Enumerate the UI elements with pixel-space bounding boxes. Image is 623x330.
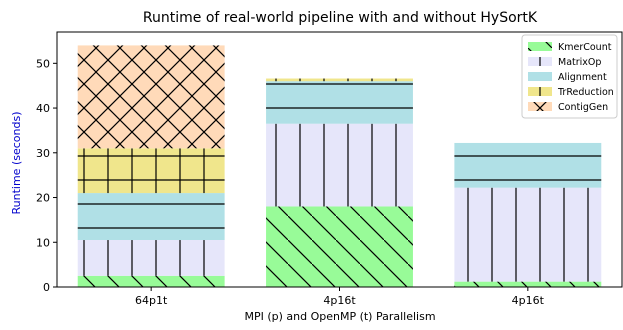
bar-segment-matrixop-3 bbox=[454, 187, 602, 282]
bar-segment-kmercount-3 bbox=[454, 281, 602, 287]
legend-swatch-trreduction bbox=[528, 87, 552, 96]
bar-segment-matrixop-2 bbox=[266, 123, 413, 207]
legend-swatch-matrixop bbox=[528, 57, 552, 66]
legend-swatch-alignment bbox=[528, 72, 552, 81]
legend-swatch-contiggen bbox=[528, 102, 552, 111]
legend-label-kmercount: KmerCount bbox=[558, 42, 612, 53]
bar-segment-kmercount-1 bbox=[77, 275, 225, 287]
legend-label-matrixop: MatrixOp bbox=[558, 57, 601, 68]
bar-segment-alignment-3 bbox=[454, 142, 602, 188]
bar-segment-kmercount-2 bbox=[266, 206, 413, 287]
bar-segment-alignment-2 bbox=[266, 81, 413, 124]
chart-title: Runtime of real-world pipeline with and … bbox=[143, 10, 538, 26]
legend-swatch-kmercount bbox=[528, 42, 552, 51]
bar-segment-matrixop-1 bbox=[77, 240, 225, 276]
x-axis-label: MPI (p) and OpenMP (t) Parallelism bbox=[244, 310, 435, 323]
y-tick-label: 40 bbox=[36, 102, 50, 115]
x-tick-label: 64p1t bbox=[135, 294, 168, 307]
y-tick-label: 50 bbox=[36, 57, 50, 70]
legend: KmerCount MatrixOp Alignment TrReduction Con… bbox=[521, 34, 618, 119]
bar-segment-trreduction-2 bbox=[266, 78, 413, 82]
x-tick-label: 4p16t bbox=[323, 294, 356, 307]
y-tick-label: 0 bbox=[43, 281, 50, 294]
bar-segment-contiggen-1 bbox=[77, 45, 225, 149]
bars-layer bbox=[77, 45, 602, 287]
bar-segment-alignment-1 bbox=[77, 193, 225, 241]
y-tick-label: 20 bbox=[36, 192, 50, 205]
legend-box bbox=[521, 34, 618, 119]
axes-layer: 0 10 20 30 40 50 64p1t 4p16t 4p16t bbox=[36, 31, 623, 307]
legend-label-alignment: Alignment bbox=[558, 72, 607, 83]
y-tick-label: 30 bbox=[36, 147, 50, 160]
legend-label-trreduction: TrReduction bbox=[557, 87, 614, 98]
bar-segment-trreduction-1 bbox=[77, 148, 225, 194]
x-tick-label: 4p16t bbox=[512, 294, 545, 307]
y-axis-label: Runtime (seconds) bbox=[10, 112, 23, 215]
legend-label-contiggen: ContigGen bbox=[558, 102, 608, 113]
y-tick-label: 10 bbox=[36, 236, 50, 249]
